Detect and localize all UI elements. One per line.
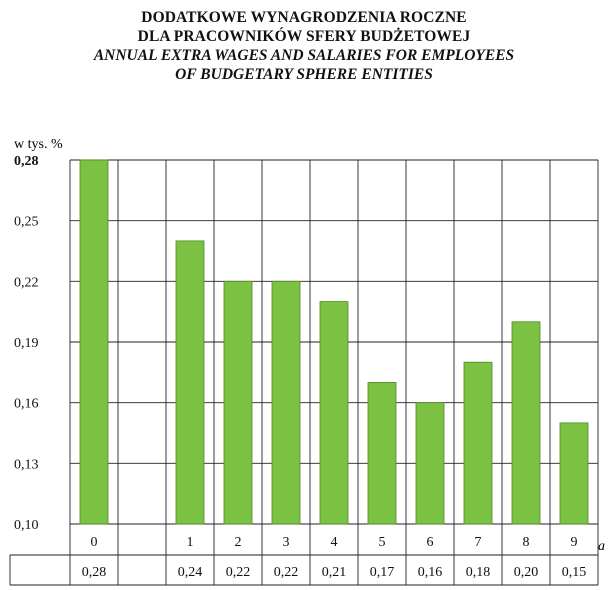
bars bbox=[79, 159, 589, 525]
y-tick-label: 0,25 bbox=[14, 215, 39, 230]
bar-8 bbox=[511, 321, 541, 525]
bar-3 bbox=[271, 280, 301, 525]
x-category-label: 2 bbox=[235, 535, 242, 550]
data-value-label: 0,15 bbox=[562, 565, 587, 580]
bar-0 bbox=[79, 159, 109, 525]
bar-6 bbox=[415, 402, 445, 525]
x-category-label: 8 bbox=[523, 535, 530, 550]
x-category-label: 1 bbox=[187, 535, 194, 550]
title-pl-line-2: DLA PRACOWNIKÓW SFERY BUDŻETOWEJ bbox=[137, 28, 471, 45]
data-value-label: 0,28 bbox=[82, 565, 107, 580]
y-axis-label: w tys. % bbox=[14, 137, 63, 152]
y-tick-label: 0,10 bbox=[14, 518, 39, 533]
bar-2 bbox=[223, 280, 253, 525]
x-category-label: 6 bbox=[427, 535, 434, 550]
title-en-line-1: ANNUAL EXTRA WAGES AND SALARIES FOR EMPL… bbox=[93, 47, 515, 64]
y-tick-label: 0,13 bbox=[14, 457, 39, 472]
bar-1 bbox=[175, 240, 205, 525]
data-value-label: 0,22 bbox=[274, 565, 299, 580]
title-pl-line-1: DODATKOWE WYNAGRODZENIA ROCZNE bbox=[141, 9, 467, 26]
bar-9 bbox=[559, 422, 589, 525]
bar-5 bbox=[367, 382, 397, 525]
data-table: 0 0,28 1 0,24 2 0,22 3 0,22 4 0,21 5 0,17 6 0,16 7 0,18… bbox=[9, 535, 598, 586]
data-value-label: 0,17 bbox=[370, 565, 395, 580]
bar-4 bbox=[319, 301, 349, 525]
data-value-label: 0,16 bbox=[418, 565, 443, 580]
y-tick-label: 0,22 bbox=[14, 275, 39, 290]
y-tick-labels: 0,28 0,25 0,22 0,19 0,16 0,13 0,10 bbox=[14, 154, 39, 533]
data-value-label: 0,21 bbox=[322, 565, 347, 580]
y-tick-label: 0,16 bbox=[14, 397, 39, 412]
bar-7 bbox=[463, 361, 493, 525]
data-value-label: 0,22 bbox=[226, 565, 251, 580]
x-axis-label: a bbox=[598, 539, 605, 554]
x-category-label: 7 bbox=[475, 535, 482, 550]
data-value-label: 0,24 bbox=[178, 565, 203, 580]
x-category-label: 3 bbox=[283, 535, 290, 550]
chart-title: DODATKOWE WYNAGRODZENIA ROCZNE DLA PRACO… bbox=[0, 8, 608, 84]
y-tick-label: 0,19 bbox=[14, 336, 39, 351]
x-category-label: 4 bbox=[331, 535, 338, 550]
x-category-label: 0 bbox=[91, 535, 98, 550]
data-value-label: 0,18 bbox=[466, 565, 491, 580]
data-value-label: 0,20 bbox=[514, 565, 539, 580]
x-category-label: 9 bbox=[571, 535, 578, 550]
y-tick-label: 0,28 bbox=[14, 154, 39, 169]
title-en-line-2: OF BUDGETARY SPHERE ENTITIES bbox=[175, 66, 433, 83]
x-category-label: 5 bbox=[379, 535, 386, 550]
